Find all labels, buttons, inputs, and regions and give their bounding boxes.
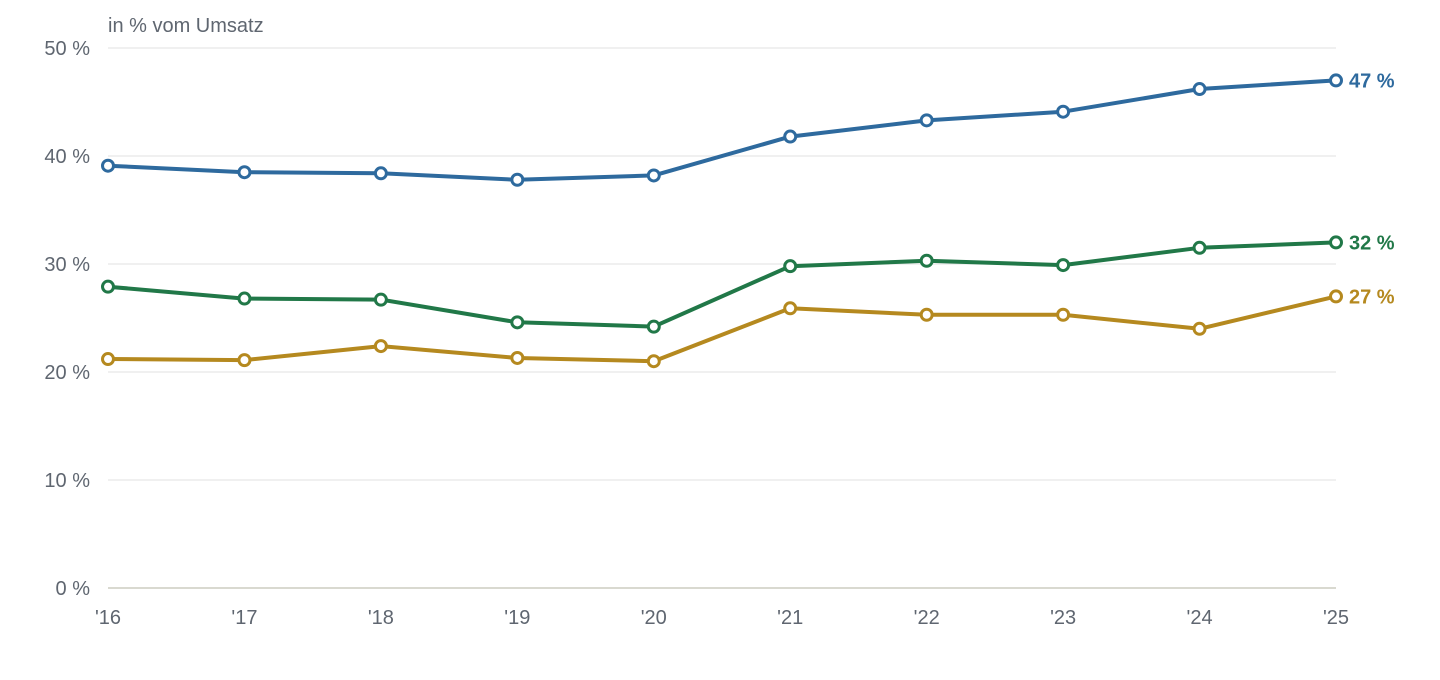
- data-point: [1192, 240, 1207, 255]
- data-point: [783, 259, 798, 274]
- x-tick-label: '16: [95, 607, 121, 629]
- series-1: [101, 73, 1343, 187]
- data-point: [1329, 289, 1343, 304]
- data-point: [919, 307, 934, 322]
- series-line: [106, 294, 1338, 364]
- data-point: [919, 253, 934, 268]
- data-point: [646, 319, 661, 334]
- series-end-label: 47 %: [1349, 70, 1395, 92]
- y-tick-label: 0 %: [56, 578, 91, 600]
- data-point: [783, 301, 798, 316]
- x-tick-label: '22: [914, 607, 940, 629]
- y-unit-label: in % vom Umsatz: [108, 15, 264, 37]
- series-lines: [101, 73, 1343, 369]
- data-point: [783, 129, 798, 144]
- data-point: [373, 166, 388, 181]
- y-axis-ticks: 0 % 10 % 20 % 30 % 40 % 50 %: [44, 38, 90, 600]
- data-point: [1056, 104, 1071, 119]
- data-point: [1329, 73, 1343, 88]
- data-point: [237, 165, 252, 180]
- y-tick-label: 20 %: [44, 362, 90, 384]
- x-tick-label: '17: [231, 607, 257, 629]
- y-tick-label: 50 %: [44, 38, 90, 60]
- data-point: [101, 158, 115, 173]
- x-tick-label: '20: [641, 607, 667, 629]
- data-point: [646, 168, 661, 183]
- series-line: [106, 78, 1338, 182]
- data-point: [1192, 321, 1207, 336]
- y-tick-label: 40 %: [44, 146, 90, 168]
- series-line: [106, 240, 1338, 329]
- data-point: [510, 172, 525, 187]
- y-tick-label: 30 %: [44, 254, 90, 276]
- data-point: [101, 352, 115, 367]
- end-labels: 47 % 32 % 27 %: [1349, 70, 1395, 308]
- x-axis-ticks: '16 '17 '18 '19 '20 '21 '22 '23 '24 '25: [95, 607, 1349, 629]
- series-3: [101, 289, 1343, 369]
- x-tick-label: '19: [504, 607, 530, 629]
- series-end-label: 32 %: [1349, 232, 1395, 254]
- data-point: [510, 350, 525, 365]
- y-tick-label: 10 %: [44, 470, 90, 492]
- data-point: [1056, 307, 1071, 322]
- data-point: [510, 315, 525, 330]
- data-point: [1192, 82, 1207, 97]
- gridlines: [108, 47, 1336, 589]
- x-tick-label: '18: [368, 607, 394, 629]
- data-point: [1056, 258, 1071, 273]
- data-point: [101, 279, 115, 294]
- data-point: [1329, 235, 1343, 250]
- data-point: [237, 353, 252, 368]
- data-point: [237, 291, 252, 306]
- data-point: [373, 339, 388, 354]
- data-point: [646, 354, 661, 369]
- data-point: [919, 113, 934, 128]
- series-2: [101, 235, 1343, 334]
- x-tick-label: '25: [1323, 607, 1349, 629]
- series-end-label: 27 %: [1349, 286, 1395, 308]
- x-tick-label: '24: [1187, 607, 1213, 629]
- x-tick-label: '21: [777, 607, 803, 629]
- x-tick-label: '23: [1050, 607, 1076, 629]
- data-point: [373, 292, 388, 307]
